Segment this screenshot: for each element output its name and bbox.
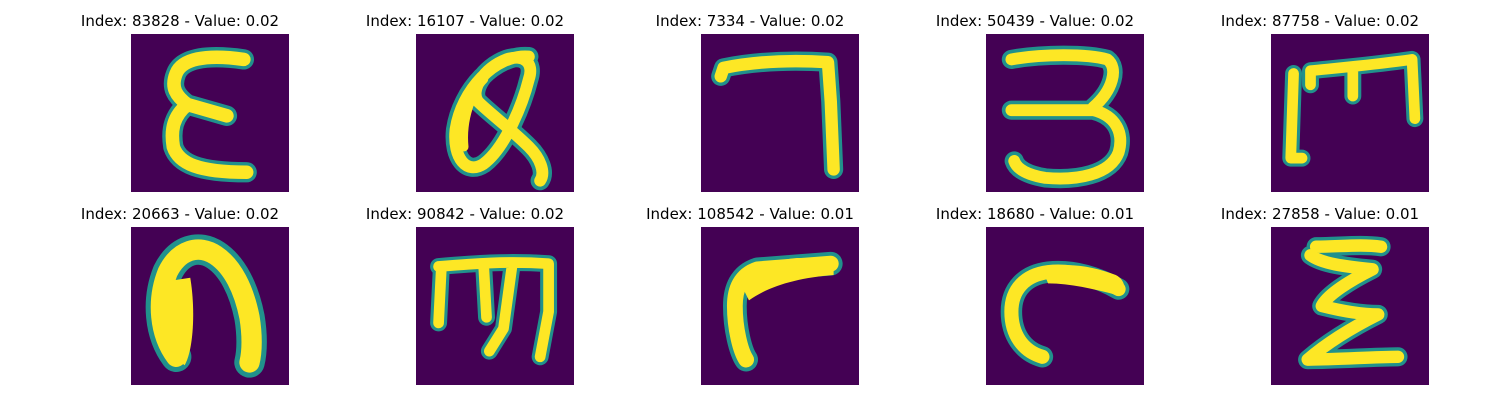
m-trident-glyph bbox=[416, 227, 574, 385]
panel-title: Index: 108542 - Value: 0.01 bbox=[646, 205, 854, 223]
m-hook-glyph bbox=[1271, 34, 1429, 192]
image-panel-6: Index: 20663 - Value: 0.02 bbox=[30, 193, 330, 385]
panel-title: Index: 7334 - Value: 0.02 bbox=[655, 12, 845, 30]
panel-title: Index: 20663 - Value: 0.02 bbox=[80, 205, 280, 223]
panel-title: Index: 16107 - Value: 0.02 bbox=[365, 12, 565, 30]
sigma-glyph bbox=[1271, 227, 1429, 385]
image-panel-1: Index: 83828 - Value: 0.02 bbox=[30, 0, 330, 192]
image-panel-9: Index: 18680 - Value: 0.01 bbox=[885, 193, 1185, 385]
panel-title: Index: 87758 - Value: 0.02 bbox=[1220, 12, 1420, 30]
c-hook-glyph bbox=[986, 227, 1144, 385]
image-panel-8: Index: 108542 - Value: 0.01 bbox=[600, 193, 900, 385]
image-panel-4: Index: 50439 - Value: 0.02 bbox=[885, 0, 1185, 192]
image-panel-5: Index: 87758 - Value: 0.02 bbox=[1170, 0, 1470, 192]
three-glyph bbox=[986, 34, 1144, 192]
image-panel-3: Index: 7334 - Value: 0.02 bbox=[600, 0, 900, 192]
bold-n-glyph bbox=[131, 227, 289, 385]
panel-title: Index: 27858 - Value: 0.01 bbox=[1220, 205, 1420, 223]
panel-title: Index: 18680 - Value: 0.01 bbox=[935, 205, 1135, 223]
image-panel-2: Index: 16107 - Value: 0.02 bbox=[315, 0, 615, 192]
seven-glyph bbox=[701, 34, 859, 192]
image-panel-7: Index: 90842 - Value: 0.02 bbox=[315, 193, 615, 385]
panel-title: Index: 83828 - Value: 0.02 bbox=[80, 12, 280, 30]
panel-title: Index: 50439 - Value: 0.02 bbox=[935, 12, 1135, 30]
looped-a-glyph bbox=[416, 34, 574, 192]
image-panel-10: Index: 27858 - Value: 0.01 bbox=[1170, 193, 1470, 385]
epsilon-glyph bbox=[131, 34, 289, 192]
panel-title: Index: 90842 - Value: 0.02 bbox=[365, 205, 565, 223]
r-bold-glyph bbox=[701, 227, 859, 385]
